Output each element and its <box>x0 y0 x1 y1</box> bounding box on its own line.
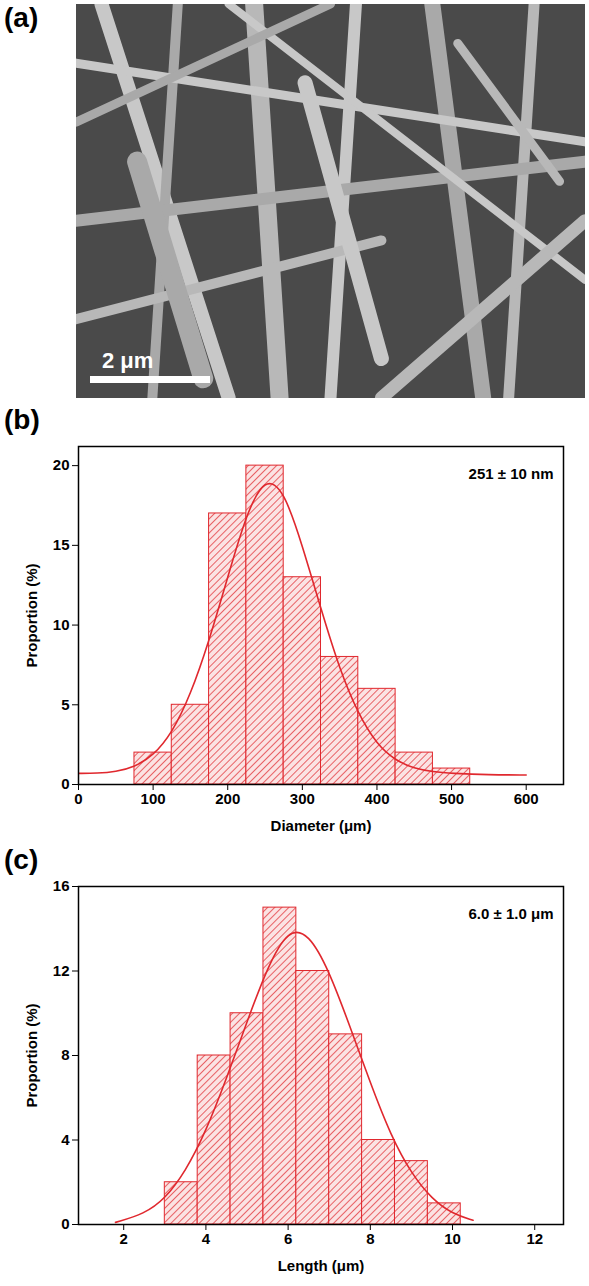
svg-text:100: 100 <box>141 790 166 807</box>
svg-text:4: 4 <box>61 1131 70 1148</box>
svg-text:Diameter (μm): Diameter (μm) <box>271 817 372 834</box>
svg-text:500: 500 <box>439 790 464 807</box>
svg-text:251 ± 10 nm: 251 ± 10 nm <box>469 465 554 482</box>
html-text:(b): (b) <box>4 404 40 435</box>
svg-text:10: 10 <box>444 1230 461 1247</box>
svg-text:0: 0 <box>61 775 69 792</box>
svg-text:8: 8 <box>61 1046 69 1063</box>
svg-text:12: 12 <box>526 1230 543 1247</box>
svg-text:0: 0 <box>61 1215 69 1232</box>
svg-text:600: 600 <box>514 790 539 807</box>
svg-text:Proportion (%): Proportion (%) <box>23 563 40 667</box>
svg-text:12: 12 <box>53 962 70 979</box>
svg-text:15: 15 <box>53 536 70 553</box>
svg-text:400: 400 <box>364 790 389 807</box>
svg-text:6: 6 <box>284 1230 292 1247</box>
svg-text:4: 4 <box>202 1230 211 1247</box>
svg-text:0: 0 <box>74 790 82 807</box>
svg-text:10: 10 <box>53 616 70 633</box>
svg-text:2 μm: 2 μm <box>102 348 153 373</box>
html-text:(c): (c) <box>4 844 39 875</box>
svg-text:Proportion (%): Proportion (%) <box>23 1003 40 1107</box>
svg-text:8: 8 <box>366 1230 374 1247</box>
svg-text:2: 2 <box>120 1230 128 1247</box>
svg-text:16: 16 <box>53 877 70 894</box>
svg-text:Length (μm): Length (μm) <box>278 1257 365 1274</box>
svg-text:20: 20 <box>53 456 70 473</box>
html-text:(a): (a) <box>4 2 39 33</box>
svg-text:200: 200 <box>215 790 240 807</box>
svg-text:6.0 ± 1.0 μm: 6.0 ± 1.0 μm <box>469 905 554 922</box>
svg-text:5: 5 <box>61 696 69 713</box>
svg-text:300: 300 <box>290 790 315 807</box>
